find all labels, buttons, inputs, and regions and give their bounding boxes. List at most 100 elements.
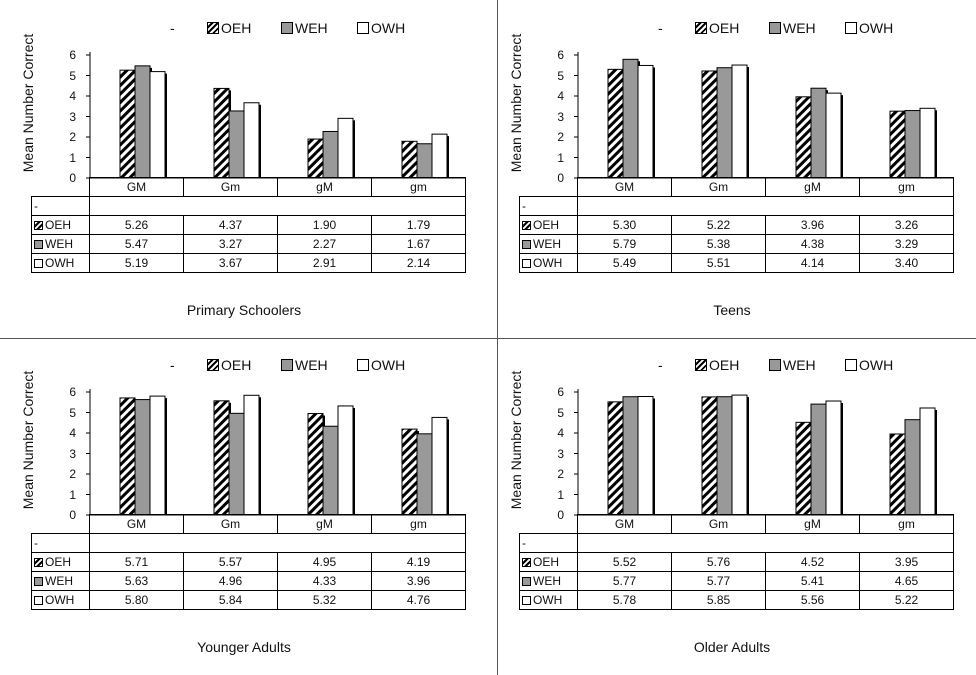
data-label: 2.27 xyxy=(277,234,372,254)
x-category-label: gm xyxy=(371,177,466,197)
table-row: OEH 5.30 5.22 3.96 3.26 xyxy=(519,215,954,235)
bar-oeh xyxy=(795,421,812,516)
legend-owh: OWH xyxy=(357,20,405,36)
data-label: 5.32 xyxy=(277,590,372,610)
row-series-name: OWH xyxy=(45,593,75,607)
data-label: 1.90 xyxy=(277,215,372,235)
data-label: 5.47 xyxy=(89,234,184,254)
bar-weh xyxy=(134,65,151,179)
data-label: 5.49 xyxy=(577,253,672,273)
divider-horizontal xyxy=(0,338,976,339)
row-label-oeh: OEH xyxy=(31,552,90,572)
data-label: 4.52 xyxy=(765,552,860,572)
bar-oeh xyxy=(213,400,230,516)
legend-oeh-swatch xyxy=(695,359,707,371)
legend-owh: OWH xyxy=(845,357,893,373)
data-label: 5.85 xyxy=(671,590,766,610)
chart-title: Older Adults xyxy=(693,639,771,655)
bar-owh xyxy=(825,92,842,179)
y-tick-label: 2 xyxy=(69,467,76,481)
row-label-weh: WEH xyxy=(31,234,90,254)
table-row: OEH 5.52 5.76 4.52 3.95 xyxy=(519,552,954,572)
data-label: 4.14 xyxy=(765,253,860,273)
row-label-dash: - xyxy=(31,533,90,553)
data-label: 5.51 xyxy=(671,253,766,273)
data-label: 2.91 xyxy=(277,253,372,273)
y-tick-label: 2 xyxy=(557,467,564,481)
bar-weh xyxy=(134,399,151,516)
bar-oeh xyxy=(795,96,812,179)
bar-weh xyxy=(416,143,433,179)
data-label: 4.38 xyxy=(765,234,860,254)
table-row: OWH 5.49 5.51 4.14 3.40 xyxy=(519,253,954,273)
data-label: 4.19 xyxy=(371,552,466,572)
data-label: 4.65 xyxy=(859,571,954,591)
data-label: 4.76 xyxy=(371,590,466,610)
row-swatch xyxy=(522,221,531,230)
y-tick-label: 2 xyxy=(557,130,564,144)
chart-panel-primary-schoolers: - OEH WEH OWH Mean Number Correct 0 1 2 3 4 5 6 GM Gm… xyxy=(0,0,488,337)
legend-owh: OWH xyxy=(357,357,405,373)
bar-owh xyxy=(825,400,842,516)
row-series-name: WEH xyxy=(533,237,561,251)
y-tick-label: 4 xyxy=(69,89,76,103)
bar-owh xyxy=(243,102,260,179)
legend-weh: WEH xyxy=(769,357,816,373)
legend-oeh-label: OEH xyxy=(709,357,740,373)
data-label: 5.30 xyxy=(577,215,672,235)
table-blank-cell xyxy=(577,533,954,553)
plot-area xyxy=(86,52,465,179)
table-row-dash: - xyxy=(31,196,466,216)
x-category-label: gm xyxy=(371,514,466,534)
legend-owh-label: OWH xyxy=(371,357,406,373)
legend-oeh-swatch xyxy=(207,359,219,371)
legend-weh-label: WEH xyxy=(295,357,328,373)
bar-owh xyxy=(149,395,166,516)
x-category-label: Gm xyxy=(183,514,278,534)
table-row: OWH 5.78 5.85 5.56 5.22 xyxy=(519,590,954,610)
table-blank-cell xyxy=(89,196,466,216)
data-label: 5.26 xyxy=(89,215,184,235)
chart-title: Younger Adults xyxy=(197,639,291,655)
row-label-weh: WEH xyxy=(519,571,578,591)
legend-weh-label: WEH xyxy=(783,20,816,36)
legend-owh: OWH xyxy=(845,20,893,36)
data-label: 5.22 xyxy=(859,590,954,610)
legend-oeh-swatch xyxy=(207,22,219,34)
data-table: GM Gm gM gm - OEH 5.26 4.37 1.90 1.79 WEH 5.47 3.27 2… xyxy=(31,177,466,273)
bar-owh xyxy=(149,71,166,179)
bar-weh xyxy=(810,87,827,179)
data-label: 5.79 xyxy=(577,234,672,254)
data-label: 5.77 xyxy=(671,571,766,591)
y-tick-label: 4 xyxy=(69,426,76,440)
x-category-label: gM xyxy=(765,514,860,534)
table-blank-cell xyxy=(577,196,954,216)
category-row: GM Gm gM gm xyxy=(31,177,466,197)
row-series-name: OEH xyxy=(45,555,72,569)
legend-weh-swatch xyxy=(769,22,781,34)
bar-oeh xyxy=(213,87,230,179)
table-row: OEH 5.26 4.37 1.90 1.79 xyxy=(31,215,466,235)
y-tick-label: 5 xyxy=(69,405,76,420)
data-label: 5.56 xyxy=(765,590,860,610)
table-corner xyxy=(519,514,578,534)
legend-owh-swatch xyxy=(357,359,369,371)
data-label: 5.80 xyxy=(89,590,184,610)
data-label: 3.95 xyxy=(859,552,954,572)
bar-owh xyxy=(731,64,748,179)
table-row: WEH 5.47 3.27 2.27 1.67 xyxy=(31,234,466,254)
x-category-label: GM xyxy=(577,514,672,534)
table-blank-cell xyxy=(89,533,466,553)
x-category-label: Gm xyxy=(671,177,766,197)
y-tick-label: 5 xyxy=(557,68,564,83)
y-tick-label: 1 xyxy=(69,150,76,165)
row-swatch xyxy=(522,558,531,567)
data-label: 5.41 xyxy=(765,571,860,591)
y-tick-label: 1 xyxy=(557,150,564,165)
table-row: WEH 5.79 5.38 4.38 3.29 xyxy=(519,234,954,254)
legend-oeh: OEH xyxy=(207,20,251,36)
table-row: OEH 5.71 5.57 4.95 4.19 xyxy=(31,552,466,572)
data-label: 5.52 xyxy=(577,552,672,572)
y-tick-label: 3 xyxy=(69,446,76,461)
chart-title: Teens xyxy=(713,302,751,318)
